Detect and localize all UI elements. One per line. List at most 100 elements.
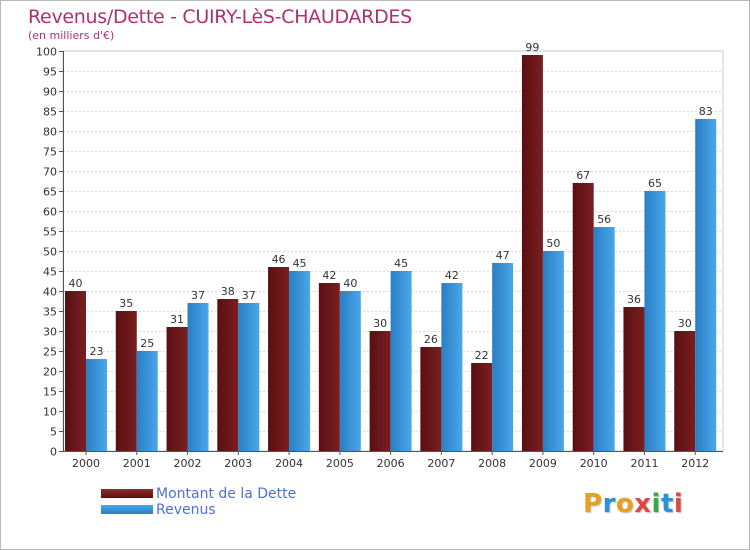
bar-revenus-value-label: 23 — [90, 345, 104, 358]
x-tick-label: 2004 — [275, 457, 303, 470]
y-tick-label: 35 — [43, 306, 57, 319]
proxiti-logo: Proxiti — [583, 489, 683, 519]
bar-revenus-value-label: 45 — [394, 257, 408, 270]
bar-revenus — [86, 359, 107, 451]
data-labels: 40 23 35 25 31 37 38 37 46 45 42 40 30 45 26 42 22 47 99 50… — [69, 41, 713, 362]
bar-dette — [420, 347, 442, 451]
y-tick-label: 50 — [43, 246, 57, 259]
bar-dette — [572, 183, 594, 451]
x-axis: 2000 2001 2002 2003 2004 2005 2006 2007 2008 2009… — [72, 451, 709, 470]
bars — [65, 55, 717, 451]
bar-revenus — [492, 263, 514, 451]
y-tick-label: 0 — [50, 446, 57, 459]
bar-revenus-value-label: 37 — [242, 289, 256, 302]
y-tick-label: 95 — [43, 66, 57, 79]
y-tick-label: 40 — [43, 286, 57, 299]
bar-revenus — [695, 119, 717, 451]
logo-letter: P — [583, 489, 603, 519]
logo-letter: i — [673, 489, 684, 519]
bar-revenus-value-label: 56 — [597, 213, 611, 226]
bar-dette — [217, 299, 239, 451]
bar-revenus — [136, 351, 158, 451]
bar-dette-value-label: 30 — [678, 317, 692, 330]
bar-revenus-value-label: 65 — [648, 177, 662, 190]
chart-title: Revenus/Dette - CUIRY-LèS-CHAUDARDES — [28, 6, 412, 28]
bar-dette — [369, 331, 391, 451]
bar-dette — [471, 363, 493, 451]
y-tick-label: 10 — [43, 406, 57, 419]
y-tick-label: 100 — [36, 46, 57, 59]
x-tick-label: 2002 — [174, 457, 202, 470]
legend-swatch-revenus — [101, 505, 153, 514]
y-tick-label: 75 — [43, 146, 57, 159]
bar-dette — [268, 267, 290, 451]
bar-dette-value-label: 40 — [69, 277, 83, 290]
x-tick-label: 2009 — [529, 457, 557, 470]
bar-revenus — [593, 227, 615, 451]
logo-letter: o — [615, 489, 635, 519]
bar-revenus-value-label: 50 — [546, 237, 560, 250]
logo-letter: x — [634, 489, 652, 519]
y-tick-label: 30 — [43, 326, 57, 339]
bar-revenus-value-label: 37 — [191, 289, 205, 302]
bar-revenus — [542, 251, 564, 451]
bar-revenus — [441, 283, 463, 451]
x-tick-label: 2011 — [630, 457, 658, 470]
x-tick-label: 2008 — [478, 457, 506, 470]
bar-revenus — [187, 303, 209, 451]
bar-dette-value-label: 38 — [221, 285, 235, 298]
bar-dette — [65, 291, 86, 451]
bar-revenus-value-label: 47 — [496, 249, 510, 262]
bar-revenus-value-label: 83 — [699, 105, 713, 118]
bar-dette-value-label: 42 — [322, 269, 336, 282]
bar-revenus-value-label: 42 — [445, 269, 459, 282]
logo-letter: r — [602, 489, 616, 519]
bar-dette — [674, 331, 696, 451]
bar-dette-value-label: 30 — [373, 317, 387, 330]
bar-revenus — [289, 271, 311, 451]
x-tick-label: 2000 — [72, 457, 100, 470]
bar-revenus — [390, 271, 412, 451]
x-tick-label: 2003 — [224, 457, 252, 470]
x-tick-label: 2010 — [580, 457, 608, 470]
bar-dette — [166, 327, 188, 451]
legend-swatch-dette — [101, 489, 153, 498]
bar-dette-value-label: 22 — [475, 349, 489, 362]
bar-dette — [318, 283, 340, 451]
bar-revenus-value-label: 45 — [293, 257, 307, 270]
x-tick-label: 2001 — [123, 457, 151, 470]
logo-letter: t — [660, 489, 674, 519]
x-tick-label: 2006 — [377, 457, 405, 470]
y-axis: 0 5 10 15 20 25 30 35 40 45 50 55 60 65 70 75 80 85 90 95 10… — [36, 46, 723, 459]
y-tick-label: 80 — [43, 126, 57, 139]
bar-dette-value-label: 35 — [119, 297, 133, 310]
y-tick-label: 65 — [43, 186, 57, 199]
bar-dette — [623, 307, 645, 451]
y-tick-label: 70 — [43, 166, 57, 179]
bar-dette — [521, 55, 543, 451]
logo-letter: i — [651, 489, 661, 519]
bar-dette-value-label: 67 — [576, 169, 590, 182]
bar-dette — [115, 311, 137, 451]
y-tick-label: 15 — [43, 386, 57, 399]
bar-revenus-value-label: 40 — [343, 277, 357, 290]
x-tick-label: 2012 — [681, 457, 709, 470]
y-tick-label: 25 — [43, 346, 57, 359]
bar-dette-value-label: 26 — [424, 333, 438, 346]
chart-subtitle: (en milliers d'€) — [28, 29, 115, 42]
y-tick-label: 90 — [43, 86, 57, 99]
y-tick-label: 5 — [50, 426, 57, 439]
bar-dette-value-label: 36 — [627, 293, 641, 306]
legend-label-revenus: Revenus — [156, 502, 216, 518]
legend-label-dette: Montant de la Dette — [156, 486, 297, 502]
y-tick-label: 55 — [43, 226, 57, 239]
bar-revenus — [339, 291, 361, 451]
bar-revenus — [238, 303, 260, 451]
y-tick-label: 60 — [43, 206, 57, 219]
bar-dette-value-label: 31 — [170, 313, 184, 326]
y-tick-label: 20 — [43, 366, 57, 379]
bar-dette-value-label: 99 — [525, 41, 539, 54]
y-tick-label: 85 — [43, 106, 57, 119]
x-tick-label: 2007 — [427, 457, 455, 470]
